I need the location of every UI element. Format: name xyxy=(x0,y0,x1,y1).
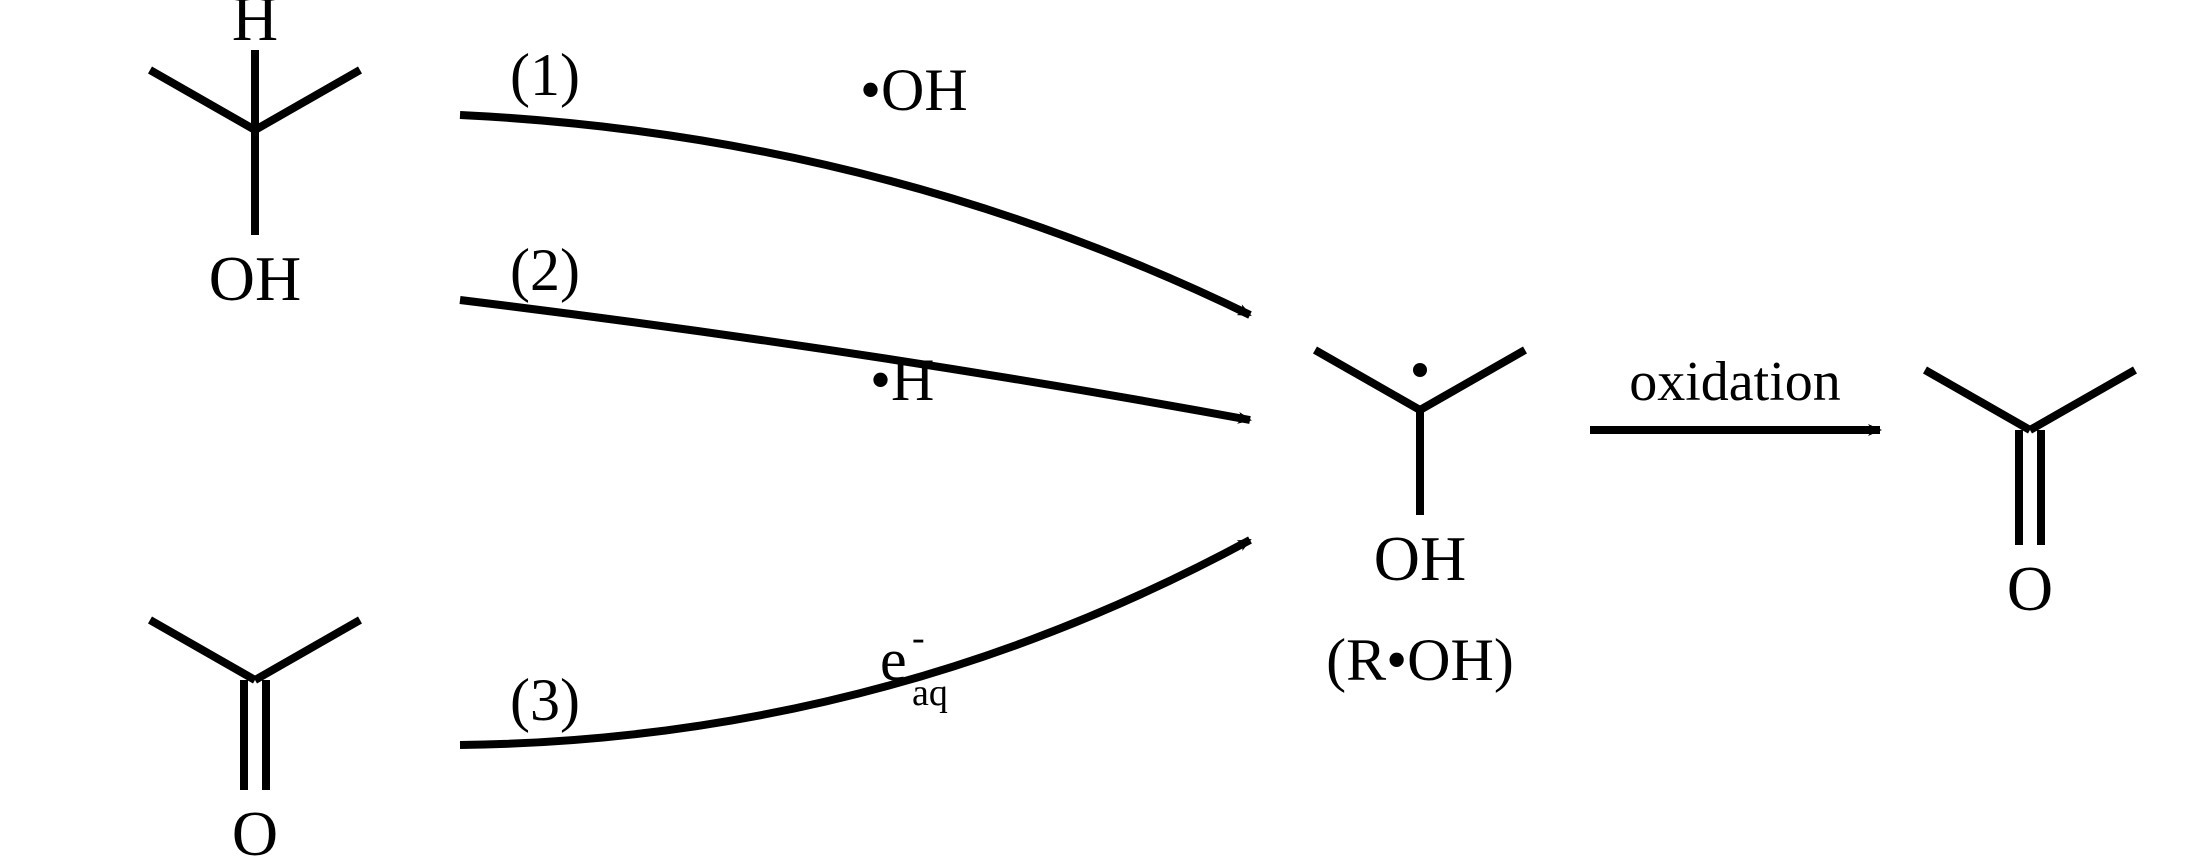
oxidation-label: oxidation xyxy=(1629,351,1841,413)
radical-annotation: (R•OH) xyxy=(1326,627,1514,693)
path3-number: (3) xyxy=(510,667,580,733)
acetone-left-structure: O xyxy=(150,620,360,862)
path3-reagent-e: e xyxy=(880,627,907,693)
radical-dot-icon xyxy=(1413,363,1427,377)
arrow-oxidation: oxidation xyxy=(1590,351,1880,430)
oh-atom-label: OH xyxy=(209,243,301,314)
path2-reagent: •H xyxy=(870,347,934,413)
oh-atom-label-radical: OH xyxy=(1374,523,1466,594)
acetone-right-structure: O xyxy=(1925,370,2135,624)
path3-reagent-sub: aq xyxy=(912,672,948,714)
h-atom-label: H xyxy=(232,0,278,54)
radical-structure: OH (R•OH) xyxy=(1315,350,1525,693)
reaction-diagram: H OH O OH (R•OH) O (1) •OH (2) xyxy=(0,0,2189,862)
path2-number: (2) xyxy=(510,237,580,303)
o-atom-label-left: O xyxy=(232,798,278,862)
path3-reagent-sup: - xyxy=(912,617,925,659)
path1-number: (1) xyxy=(510,42,580,108)
path1-reagent: •OH xyxy=(860,57,968,123)
arrow-path-3: (3) e - aq xyxy=(460,540,1250,745)
isopropanol-structure: H OH xyxy=(150,0,360,314)
o-atom-label-right: O xyxy=(2007,553,2053,624)
